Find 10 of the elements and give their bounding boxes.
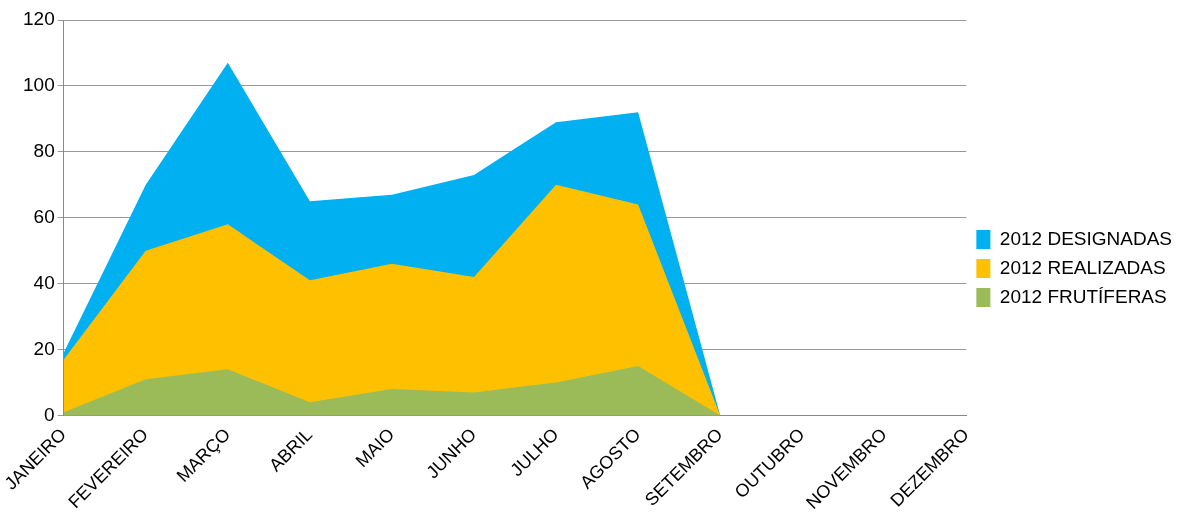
legend-label: 2012 REALIZADAS xyxy=(999,256,1166,278)
y-tick-label: 40 xyxy=(33,271,55,293)
y-tick-label: 80 xyxy=(33,140,55,162)
y-tick-label: 20 xyxy=(33,337,55,359)
legend-label: 2012 FRUTÍFERAS xyxy=(999,285,1167,307)
y-tick-label: 60 xyxy=(33,205,55,227)
y-tick-label: 120 xyxy=(23,8,55,30)
y-tick-label: 0 xyxy=(44,403,55,425)
legend-label: 2012 DESIGNADAS xyxy=(999,227,1173,249)
y-tick-label: 100 xyxy=(23,74,55,96)
